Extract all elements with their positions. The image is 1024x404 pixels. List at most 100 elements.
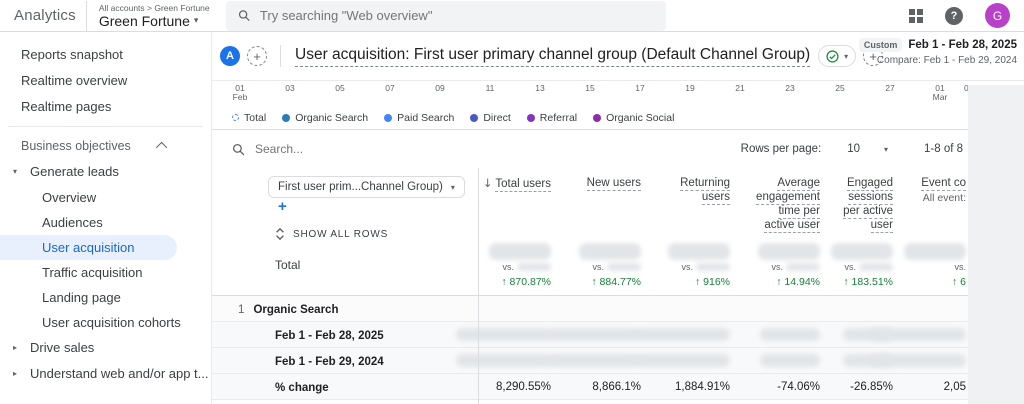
table-toolbar: Rows per page: 10 ▾ 1-8 of 8: [212, 130, 1024, 168]
redacted-value: [579, 243, 641, 260]
global-search[interactable]: [225, 0, 666, 31]
sidebar-item-landing-page[interactable]: Landing page: [42, 290, 121, 305]
sidebar-group-drive-sales[interactable]: ▸ Drive sales: [0, 335, 211, 361]
redacted-value: [904, 243, 966, 260]
x-tick: 21: [735, 83, 745, 93]
legend-item-total[interactable]: Total: [232, 112, 266, 124]
date-range-value: Feb 1 - Feb 28, 2025: [908, 39, 1017, 51]
metric-value: -74.06%: [777, 380, 820, 393]
x-tick: 05: [335, 83, 345, 93]
sidebar-item-realtime-overview[interactable]: Realtime overview: [21, 73, 128, 88]
column-header-returning-users[interactable]: Returning users: [680, 177, 730, 205]
series-dot-icon: [384, 113, 393, 122]
table-row[interactable]: % change 8,290.55% 8,866.1% 1,884.91% -7…: [212, 374, 1024, 400]
sidebar-item-audiences[interactable]: Audiences: [42, 215, 103, 230]
series-dot-icon: [526, 113, 535, 122]
sidebar-group-generate-leads[interactable]: ▾ Generate leads: [0, 159, 211, 185]
redacted-value: [870, 328, 966, 341]
apps-grid-icon[interactable]: [909, 8, 923, 23]
change-percent: ↑ 6: [951, 276, 966, 288]
rows-per-page-value[interactable]: 10: [847, 143, 860, 155]
redacted-value: [758, 243, 820, 260]
column-header-engaged-sessions[interactable]: Engaged sessions per active user: [843, 177, 893, 233]
sidebar-item-realtime-pages[interactable]: Realtime pages: [21, 99, 112, 114]
table-search-input[interactable]: [255, 142, 475, 156]
x-tick: 01 Feb: [232, 83, 248, 102]
total-cell: vs. ↑ 14.94%: [735, 238, 825, 295]
percent-change-row-label: % change: [275, 381, 329, 394]
sidebar-item-traffic-acquisition[interactable]: Traffic acquisition: [42, 265, 143, 280]
search-icon: [232, 143, 245, 155]
column-header-event-count[interactable]: Event co All event:: [921, 177, 966, 204]
legend-item-paid-search[interactable]: Paid Search: [384, 112, 454, 124]
total-cell: vs. ↑ 870.87%: [478, 238, 556, 295]
column-header-total-users[interactable]: ↓ Total users: [482, 176, 551, 192]
data-quality-button[interactable]: ▾: [818, 45, 857, 67]
x-tick: 01 Mar: [932, 83, 948, 102]
comparison-chip[interactable]: A: [220, 46, 240, 66]
legend-item-organic-search[interactable]: Organic Search: [282, 112, 368, 124]
legend-item-direct[interactable]: Direct: [470, 112, 511, 124]
table-row[interactable]: Feb 1 - Feb 29, 2024: [212, 348, 1024, 374]
dimension-value: Organic Search: [253, 303, 339, 316]
unfold-more-icon: [276, 228, 284, 240]
report-title[interactable]: User acquisition: First user primary cha…: [295, 46, 811, 67]
rows-per-page-label: Rows per page:: [740, 143, 822, 155]
chevron-down-icon: ▾: [450, 182, 455, 192]
legend-item-referral[interactable]: Referral: [526, 112, 577, 124]
x-tick: 07: [385, 83, 395, 93]
avatar[interactable]: G: [985, 3, 1010, 28]
analytics-logo[interactable]: Analytics: [14, 7, 76, 24]
sidebar-item-user-acquisition-cohorts[interactable]: User acquisition cohorts: [42, 315, 181, 330]
x-tick: 27: [885, 83, 895, 93]
chevron-down-icon[interactable]: ▾: [883, 144, 888, 154]
redacted-value: [456, 354, 551, 367]
x-tick: 19: [685, 83, 695, 93]
global-search-input[interactable]: [259, 8, 654, 23]
table-search[interactable]: [232, 142, 475, 156]
metric-value: 1,884.91%: [675, 380, 730, 393]
sidebar-item-user-acquisition[interactable]: User acquisition: [0, 235, 177, 260]
account-switcher[interactable]: All accounts > Green Fortune Green Fortu…: [85, 0, 210, 31]
change-percent: ↑ 916%: [694, 276, 730, 288]
compare-range-value: Compare: Feb 1 - Feb 29, 2024: [876, 55, 1017, 66]
chart-x-axis: 01 Feb 03 05 07 09 11 13 15 17 19 21 23 2…: [212, 80, 1024, 106]
series-dot-icon: [470, 113, 479, 122]
sidebar-item-library[interactable]: Library: [0, 396, 211, 404]
redacted-value: [546, 354, 641, 367]
column-header-avg-engagement-time[interactable]: Average engagement time per active user: [756, 177, 820, 233]
column-header-new-users[interactable]: New users: [586, 177, 641, 191]
total-cell: vs. ↑ 183.51%: [825, 238, 898, 295]
table-row[interactable]: Feb 1 - Feb 28, 2025: [212, 322, 1024, 348]
redacted-value: [859, 263, 893, 271]
redacted-value: [870, 354, 966, 367]
date-range-picker[interactable]: Custom Feb 1 - Feb 28, 2025 Compare: Feb…: [858, 38, 1017, 66]
date-range-row-label: Feb 1 - Feb 29, 2024: [275, 355, 384, 368]
sidebar-section-business-objectives[interactable]: Business objectives: [0, 133, 211, 159]
table-row[interactable]: 1 Organic Search: [212, 296, 1024, 322]
add-comparison-button[interactable]: +: [247, 46, 267, 66]
metric-value: 2,05: [943, 380, 966, 393]
redacted-value: [760, 328, 820, 341]
sidebar-item-overview[interactable]: Overview: [42, 190, 97, 205]
collapsed-arrow-icon: ▸: [13, 343, 18, 352]
legend-item-organic-social[interactable]: Organic Social: [593, 112, 674, 124]
add-dimension-button[interactable]: +: [278, 198, 287, 216]
sidebar-group-understand-web-app[interactable]: ▸ Understand web and/or app t...: [0, 361, 211, 387]
sidebar-divider: [8, 126, 203, 127]
table-header-row: First user prim...Channel Group) ▾ + SHO…: [212, 168, 1024, 240]
x-tick: 09: [435, 83, 445, 93]
redacted-value: [607, 263, 641, 271]
top-app-bar: Analytics All accounts > Green Fortune G…: [0, 0, 1024, 32]
table-column-divider: [478, 168, 479, 404]
show-all-rows-button[interactable]: SHOW ALL ROWS: [268, 228, 478, 240]
redacted-value: [546, 328, 641, 341]
change-percent: ↑ 14.94%: [776, 276, 820, 288]
y-axis-zero-label: 0: [964, 83, 969, 93]
metric-value: -26.85%: [850, 380, 893, 393]
sidebar-item-reports-snapshot[interactable]: Reports snapshot: [21, 47, 123, 62]
report-header: A + User acquisition: First user primary…: [212, 32, 1024, 80]
help-icon[interactable]: ?: [945, 6, 963, 25]
dimension-dropdown[interactable]: First user prim...Channel Group) ▾: [268, 176, 465, 198]
row-number: 1: [238, 303, 245, 316]
